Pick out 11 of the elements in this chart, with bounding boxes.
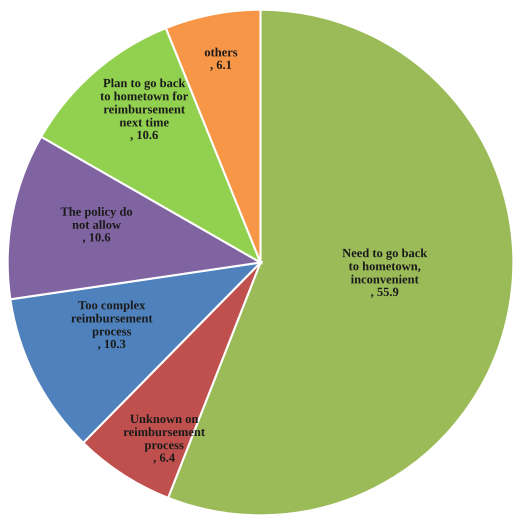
- data-label: , 10.3: [98, 340, 126, 350]
- data-label: , 55.9: [370, 288, 398, 298]
- slice-label: others: [204, 48, 238, 56]
- data-label: , 6.4: [153, 453, 175, 464]
- data-label: , 10.6: [82, 233, 110, 244]
- slice-label: The policy do not allow: [60, 207, 132, 229]
- data-label: , 10.6: [130, 130, 158, 141]
- slice-label: Too complex reimbursement process: [71, 300, 153, 338]
- slice-label: Plan to go back to hometown for reimbursement next time: [100, 78, 188, 127]
- slice-label: Need to go back to hometown, inconvenient: [342, 248, 428, 284]
- data-label: , 6.1: [210, 60, 232, 71]
